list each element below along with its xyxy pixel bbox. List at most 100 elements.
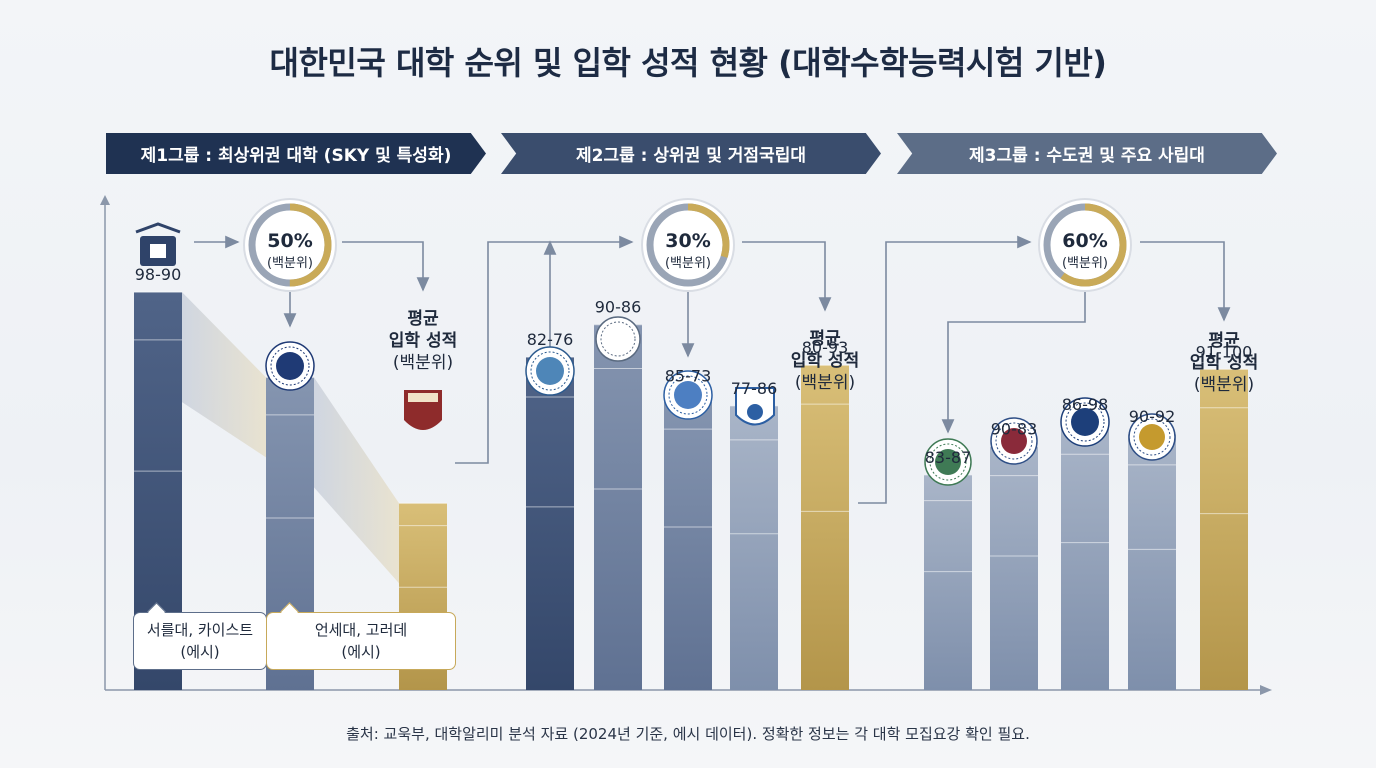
logo-ring-text [600, 321, 636, 357]
bar-rect [1128, 434, 1176, 690]
ring-percent: 60% [1062, 230, 1107, 252]
bar-rect [526, 357, 574, 690]
bar-85-73 [664, 392, 712, 690]
ring-outer [243, 198, 337, 292]
bar-value-label: 90-83 [991, 419, 1038, 438]
chart-title: 대한민국 대학 순위 및 입학 성적 현황 (대학수학능력시험 기반) [269, 44, 1107, 82]
avg-label-line: 평균 [809, 329, 841, 349]
group-2-banner: 제2그룹 : 상위권 및 거점국립대 [501, 133, 881, 174]
logo-ring-text [1065, 402, 1105, 442]
pillar-seal-icon [1060, 397, 1110, 447]
bar-83-87 [924, 474, 972, 690]
bar-value-label: 98-90 [135, 265, 182, 284]
callout-group-1-examples: 서를대, 카이스트 (에시) [133, 602, 267, 670]
callout-group-2-examples: 언세대, 고러데 (에시) [266, 602, 456, 670]
y-axis-arrow [100, 195, 110, 205]
seal-icon [525, 346, 575, 396]
ring-outer [1038, 198, 1132, 292]
bar-80-93 [801, 364, 849, 690]
connector-band [314, 377, 399, 584]
avg-label-line: (백분위) [393, 353, 453, 373]
bar-rect [594, 324, 642, 690]
flow-arrow [742, 241, 832, 312]
crest-top [135, 222, 181, 234]
seal-icon [595, 316, 641, 362]
logo-ring-text [270, 346, 310, 386]
x-axis-arrow [1260, 685, 1272, 695]
ring-outer [641, 198, 735, 292]
bar-77-86 [730, 405, 778, 690]
bar-value-label: 90-92 [1129, 407, 1176, 426]
ring-sub: (백분위) [267, 256, 313, 271]
connector-band [182, 292, 266, 458]
avg-label-line: (백분위) [1194, 375, 1254, 395]
bar-rect [1200, 369, 1248, 690]
logo-core [536, 357, 564, 385]
logo-core [1139, 424, 1165, 450]
seal-icon [1128, 413, 1176, 461]
logo-core [276, 352, 304, 380]
shield-core [747, 404, 763, 420]
flow-arrow [941, 292, 1086, 434]
tiger-shield-icon [404, 390, 442, 430]
bar-90-92 [1128, 433, 1176, 690]
bar-value-label: 80-93 [802, 338, 849, 357]
shield-banner [408, 393, 438, 402]
percentile-ring-group-1: 50% (백분위) [243, 198, 337, 292]
logo-core [674, 381, 702, 409]
logo-core [935, 449, 961, 475]
ring-progress [646, 203, 730, 287]
bar-91-100 [1200, 368, 1248, 690]
bar-value-label: 82-76 [527, 330, 574, 349]
callout-line: 언세대, 고러데 [314, 621, 408, 639]
bar-90-83 [990, 445, 1038, 690]
logo-ring-text [929, 443, 967, 481]
bar-value-label: 77-86 [731, 379, 778, 398]
ring-percent: 50% [267, 230, 312, 252]
group-1-banner: 제1그룹 : 최상위권 대학 (SKY 및 특성화) [106, 133, 486, 174]
callout-line: (에시) [341, 643, 381, 661]
ring-progress [248, 203, 332, 287]
logo-core [1071, 408, 1099, 436]
logo-ring-text [530, 351, 570, 391]
ring-sub: (백분위) [665, 256, 711, 271]
ring-percent: 30% [665, 230, 710, 252]
bar-value-label: 91-100 [1196, 342, 1253, 361]
callout-line: 서를대, 카이스트 [146, 621, 254, 639]
logo-ring-text [1133, 418, 1171, 456]
bar-rect [1061, 422, 1109, 690]
avg-label-line: 입학 성적 [791, 351, 859, 371]
logo-ring-text [668, 375, 708, 415]
logo-core [606, 327, 630, 351]
bar-90-86 [594, 323, 642, 690]
seal-icon [990, 417, 1038, 465]
flower-seal-icon [663, 370, 713, 420]
seal-icon [265, 341, 315, 391]
bar-value-label: 86-98 [1062, 395, 1109, 414]
bar-82-76 [526, 356, 574, 690]
bar-value-label: 90-86 [595, 298, 642, 317]
flow-arrow [342, 241, 430, 292]
flow-arrow [1140, 241, 1231, 322]
percentile-ring-group-2: 30% (백분위) [641, 198, 735, 292]
bar-rect [664, 393, 712, 690]
group-3-banner: 제3그룹 : 수도권 및 주요 사립대 [897, 133, 1277, 174]
seal-icon [924, 438, 972, 486]
logo-core [1001, 428, 1027, 454]
bar-86-98 [1061, 421, 1109, 690]
flow-arrow [858, 235, 1032, 504]
ring-progress [1043, 203, 1127, 287]
bar-value-label: 85-73 [665, 367, 712, 386]
bar-rect [924, 474, 972, 690]
avg-label-line: 평균 [407, 309, 439, 329]
avg-label-line: 입학 성적 [389, 331, 457, 351]
ring-sub: (백분위) [1062, 256, 1108, 271]
bar-value-label: 83-87 [925, 448, 972, 467]
logo-ring-text [995, 422, 1033, 460]
avg-label-line: 입학 성적 [1190, 353, 1258, 373]
shield-icon [735, 387, 775, 426]
percentile-ring-group-3: 60% (백분위) [1038, 198, 1132, 292]
